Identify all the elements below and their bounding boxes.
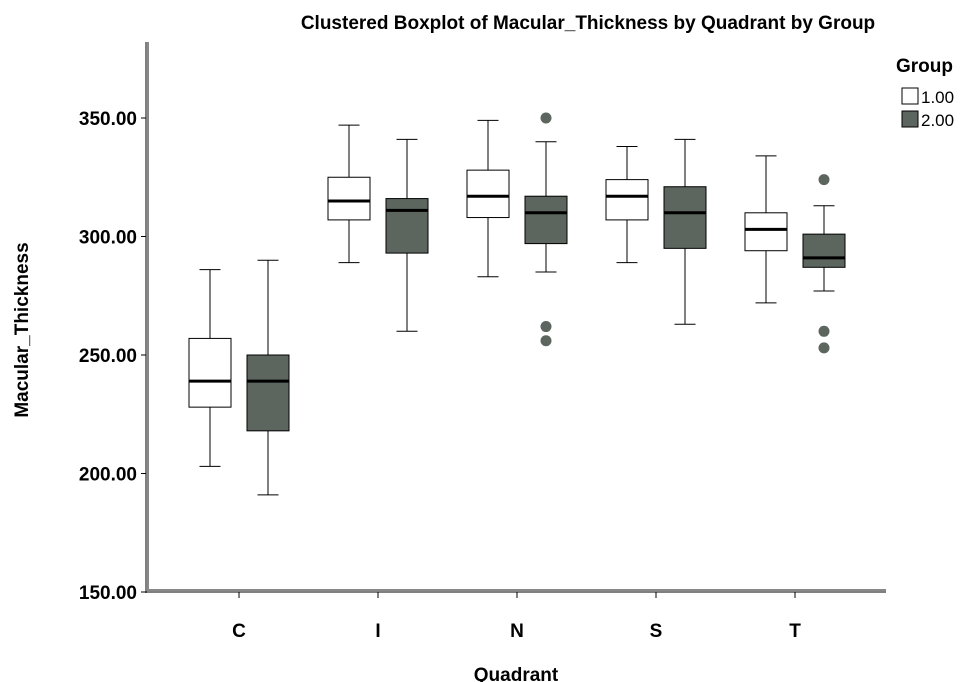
outlier-point (540, 335, 552, 347)
y-tick-label: 300.00 (79, 228, 137, 249)
y-tick-label: 350.00 (79, 109, 137, 130)
y-axis-title: Macular_Thickness (12, 242, 33, 417)
x-tick-label: C (232, 621, 246, 642)
box-S-group-1 (605, 145, 649, 264)
outlier-point (540, 321, 552, 333)
y-tick-label: 200.00 (79, 465, 137, 486)
legend-item-group-1: 1.00 (901, 87, 954, 107)
legend: Group 1.00 2.00 (896, 56, 954, 130)
box-iqr (605, 179, 649, 221)
axes: 150.00 200.00 250.00 300.00 350.00 C I N S T (79, 42, 886, 642)
outlier-point (818, 342, 830, 354)
box-N-group-1 (466, 119, 510, 278)
x-tick-label: T (789, 621, 801, 642)
y-tick-label: 250.00 (79, 346, 137, 367)
x-tick-label: S (650, 621, 663, 642)
y-tick-label: 150.00 (79, 583, 137, 604)
outlier-point (540, 112, 552, 124)
legend-swatch (901, 87, 919, 105)
box-T-group-1 (744, 155, 788, 304)
outlier-point (818, 174, 830, 186)
box-T-group-2 (802, 174, 846, 354)
x-tick-label: N (510, 621, 524, 642)
boxes (188, 112, 846, 496)
legend-label: 1.00 (921, 88, 954, 107)
box-I-group-2 (385, 138, 429, 332)
box-iqr (385, 198, 429, 254)
box-I-group-1 (327, 124, 371, 264)
box-C-group-1 (188, 269, 232, 467)
box-iqr (802, 233, 846, 268)
outlier-point (818, 325, 830, 337)
box-iqr (663, 186, 707, 249)
legend-item-group-2: 2.00 (901, 110, 954, 130)
box-iqr (246, 354, 290, 432)
box-N-group-2 (524, 112, 568, 347)
box-iqr (466, 169, 510, 219)
box-iqr (188, 337, 232, 408)
chart-title: Clustered Boxplot of Macular_Thickness b… (301, 13, 875, 34)
x-axis-title: Quadrant (474, 665, 559, 682)
legend-label: 2.00 (921, 111, 954, 130)
box-iqr (327, 176, 371, 221)
box-C-group-2 (246, 259, 290, 496)
box-iqr (744, 212, 788, 252)
box-iqr (524, 195, 568, 245)
x-tick-label: I (375, 621, 380, 642)
legend-title: Group (896, 56, 953, 77)
box-S-group-2 (663, 138, 707, 325)
legend-swatch (901, 110, 919, 128)
